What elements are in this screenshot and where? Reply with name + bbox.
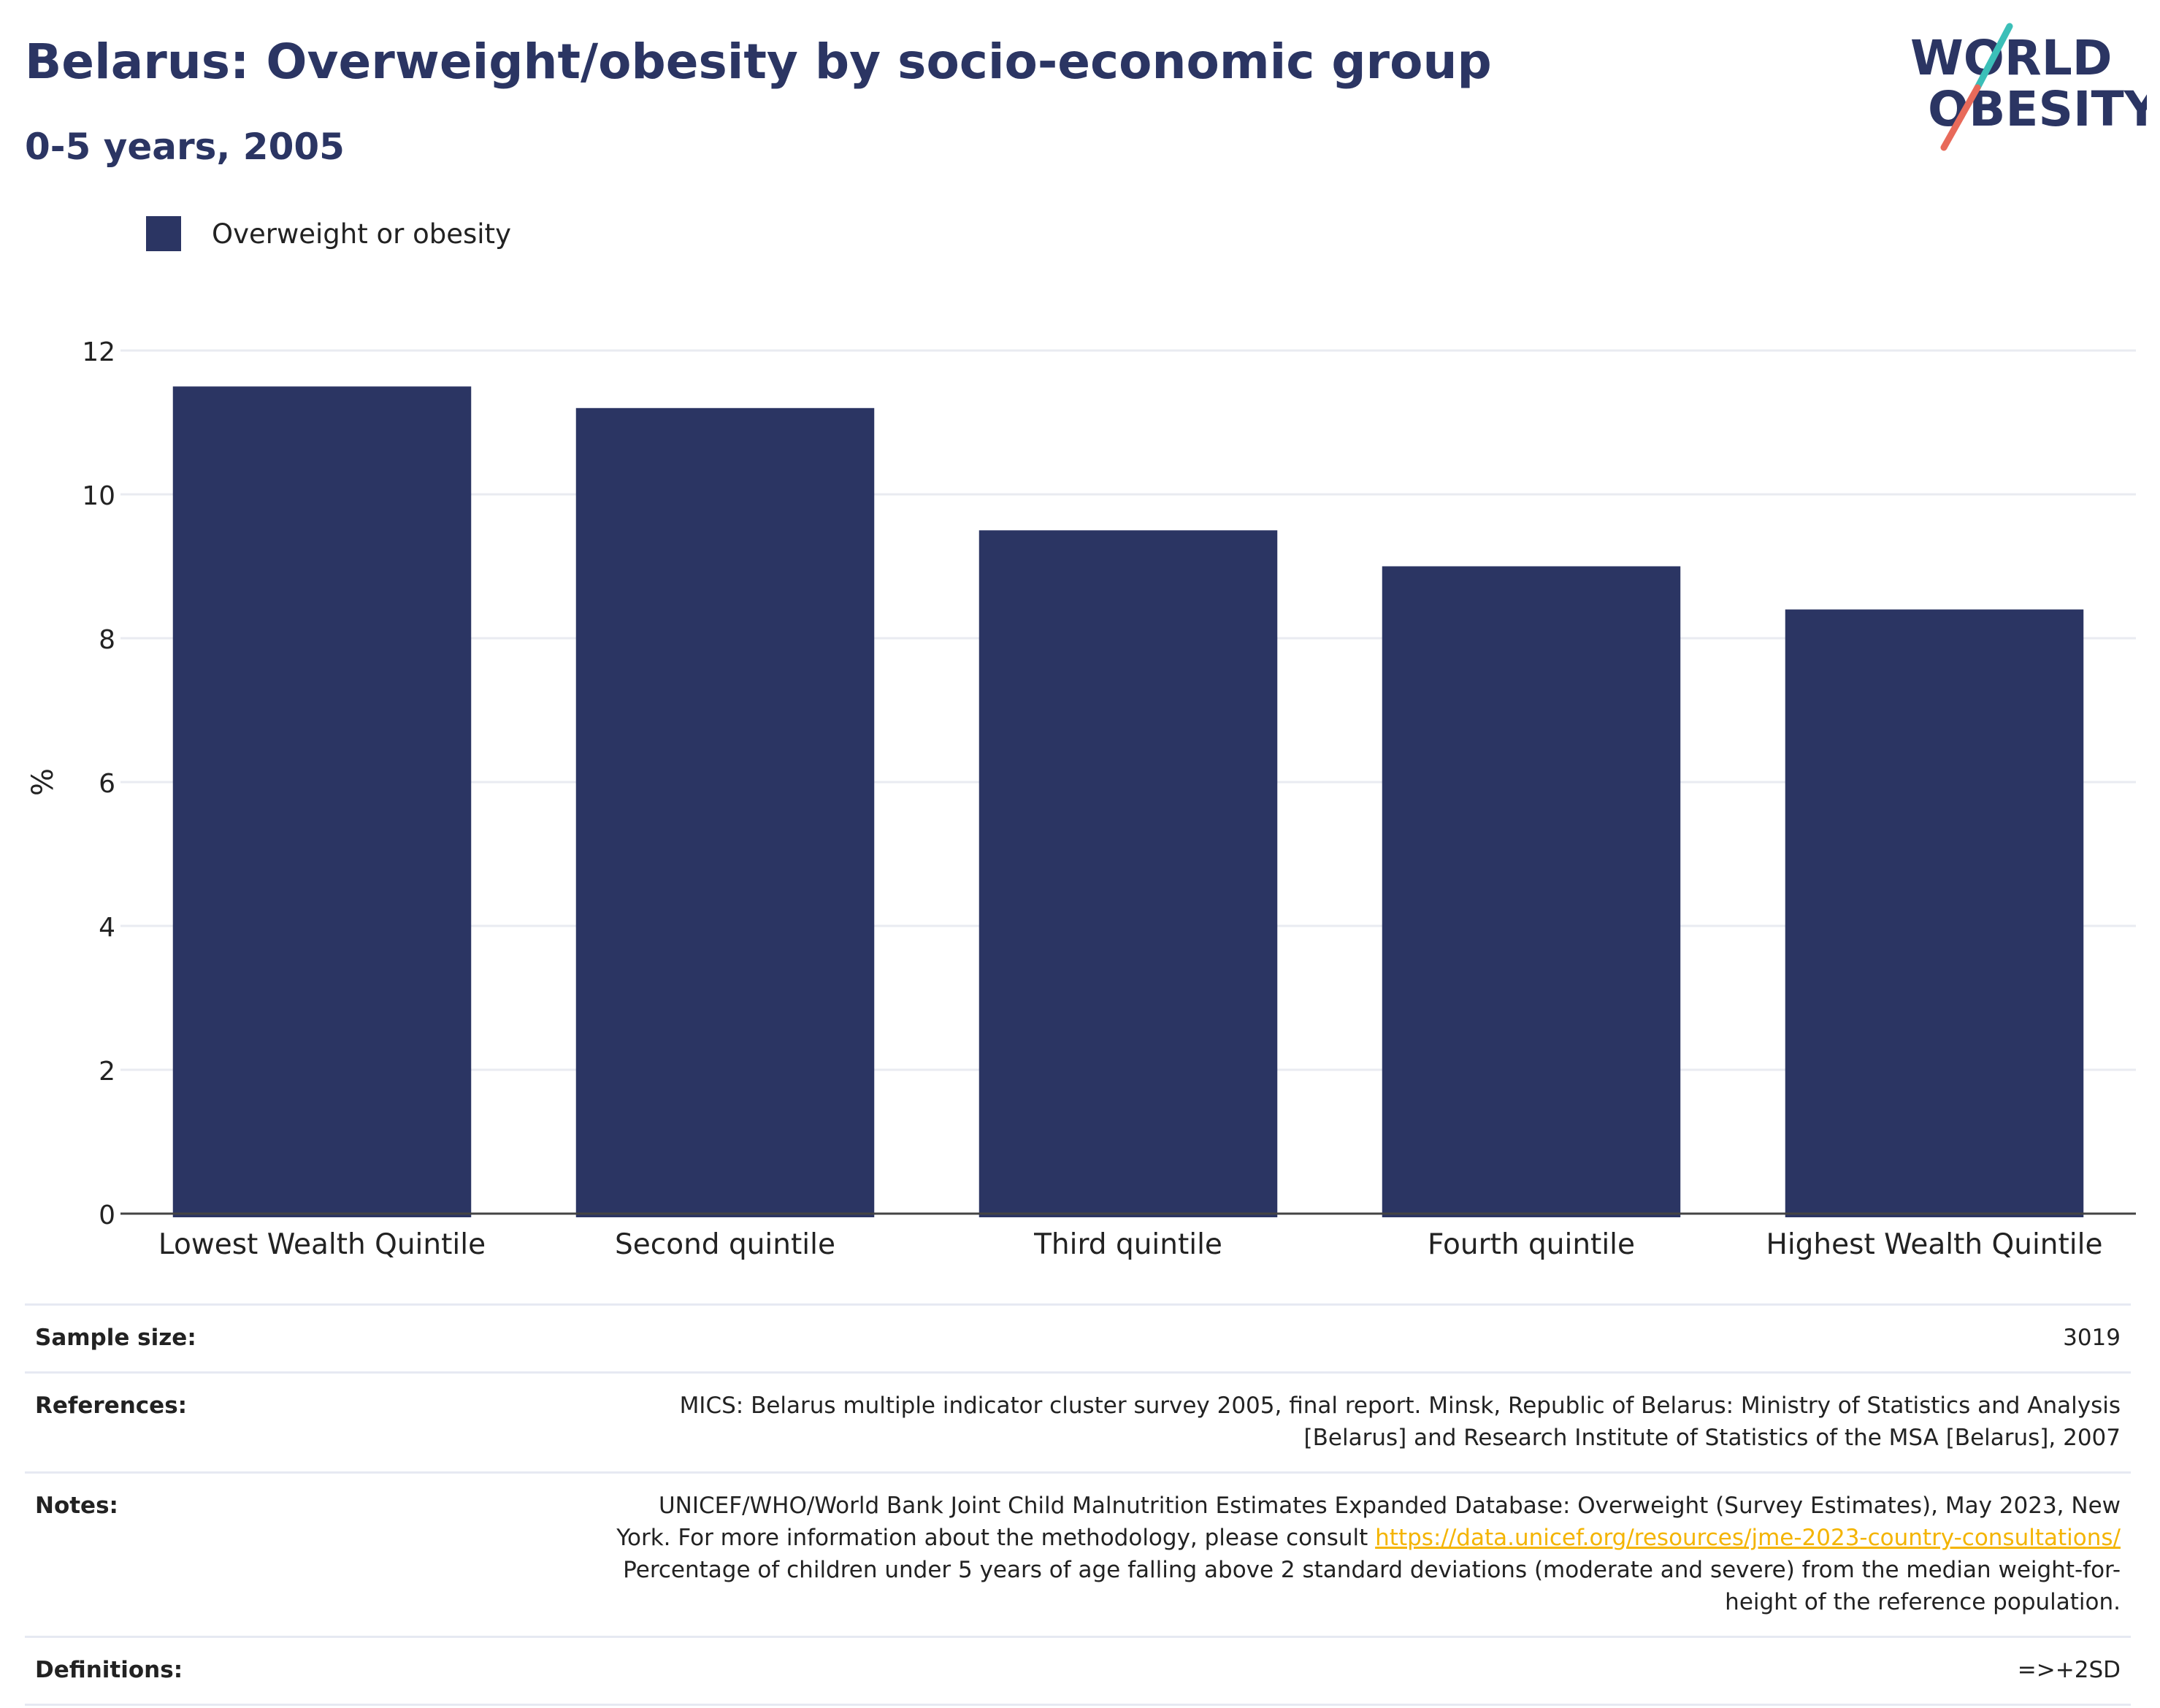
y-tick-label: 8: [99, 625, 115, 655]
definitions-label: Definitions:: [35, 1657, 183, 1683]
references-line-1: MICS: Belarus multiple indicator cluster…: [679, 1393, 2121, 1419]
references-label: References:: [35, 1393, 188, 1419]
notes-line-1: UNICEF/WHO/World Bank Joint Child Malnut…: [658, 1493, 2121, 1519]
logo-slash-teal: [1974, 23, 2013, 91]
y-tick-label: 0: [99, 1200, 115, 1230]
bar-third-quintile[interactable]: [978, 530, 1278, 1217]
references-line-2: [Belarus] and Research Institute of Stat…: [1303, 1425, 2121, 1451]
definitions-value: =>+2SD: [2017, 1657, 2121, 1683]
legend[interactable]: Overweight or obesity: [146, 216, 511, 251]
bar-highest-wealth-quintile[interactable]: [1785, 609, 2084, 1217]
x-tick-label: Highest Wealth Quintile: [1766, 1228, 2103, 1261]
x-tick-label: Lowest Wealth Quintile: [158, 1228, 486, 1261]
footer-row-sample-size: Sample size: 3019: [25, 1303, 2131, 1371]
bar-lowest-wealth-quintile[interactable]: [172, 386, 472, 1217]
legend-swatch: [146, 216, 181, 251]
y-tick-label: 10: [82, 481, 115, 511]
logo-slash-coral: [1940, 84, 1981, 151]
footer-row-references: References: MICS: Belarus multiple indic…: [25, 1371, 2131, 1471]
notes-line-4: height of the reference population.: [1725, 1589, 2121, 1615]
notes-label: Notes:: [35, 1493, 118, 1519]
y-axis-label: %: [26, 768, 60, 796]
legend-label: Overweight or obesity: [212, 218, 511, 250]
chart-footer: Sample size: 3019 References: MICS: Bela…: [25, 1303, 2131, 1706]
x-tick-label: Fourth quintile: [1428, 1228, 1635, 1261]
references-value: MICS: Belarus multiple indicator cluster…: [680, 1390, 2121, 1454]
sample-size-label: Sample size:: [35, 1325, 196, 1351]
sample-size-value: 3019: [2063, 1325, 2121, 1351]
world-obesity-logo: WORLD OBESITY: [1910, 23, 2147, 151]
y-tick-label: 12: [82, 337, 115, 367]
bar-second-quintile[interactable]: [575, 407, 875, 1217]
chart-title: Belarus: Overweight/obesity by socio-eco…: [25, 34, 1492, 90]
y-tick-label: 6: [99, 769, 115, 799]
footer-row-notes: Notes: UNICEF/WHO/World Bank Joint Child…: [25, 1471, 2131, 1636]
notes-line-2: York. For more information about the met…: [616, 1525, 1376, 1551]
notes-line-3: Percentage of children under 5 years of …: [623, 1557, 2121, 1583]
y-tick-label: 4: [99, 913, 115, 943]
y-tick-label: 2: [99, 1057, 115, 1087]
bar-fourth-quintile[interactable]: [1382, 566, 1681, 1218]
bar-chart: 0 2 4 6 8 10 12% Lowest Wealth Quintile Second q…: [26, 337, 2136, 1261]
x-tick-label: Third quintile: [1033, 1228, 1222, 1261]
x-tick-label: Second quintile: [615, 1228, 835, 1261]
footer-row-definitions: Definitions: =>+2SD: [25, 1636, 2131, 1706]
notes-value: UNICEF/WHO/World Bank Joint Child Malnut…: [616, 1490, 2121, 1618]
notes-methodology-link[interactable]: https://data.unicef.org/resources/jme-20…: [1375, 1525, 2121, 1551]
chart-subtitle: 0-5 years, 2005: [25, 126, 345, 168]
logo-word-world: WORLD: [1910, 30, 2113, 86]
logo-word-obesity: OBESITY: [1928, 81, 2147, 137]
